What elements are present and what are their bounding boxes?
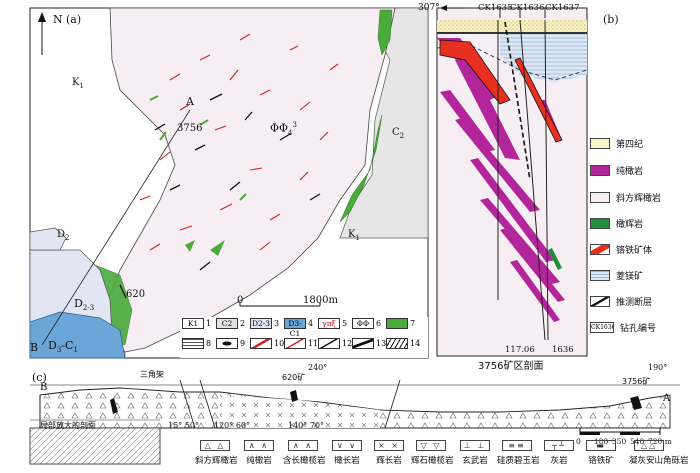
- legend-c-limestone: ┬┴ 灰岩: [539, 440, 579, 466]
- legend-c-gabbro: × × 辉长岩: [369, 440, 409, 466]
- panel-b-tag: (b): [603, 13, 619, 26]
- legend-c-tuff-breccia: △△ 凝灰安山角砾岩: [629, 440, 689, 466]
- legend-a-4: D3-C1 4: [284, 318, 313, 338]
- legend-a-8: 8: [182, 338, 211, 349]
- d3c1-label: D3-C1: [48, 339, 78, 355]
- dip-3: 140° 70°: [288, 421, 324, 430]
- scale-zero: 0: [237, 295, 244, 306]
- scale-c-350: 350: [612, 437, 627, 446]
- panel-c-point-a: A: [663, 393, 671, 404]
- ck1635-label: CK1635: [478, 3, 513, 13]
- legend-b-chromite: 铬铁矿体: [590, 241, 652, 257]
- legend-b-harzburgite: 斜方辉橄岩: [590, 189, 661, 205]
- panel-b-title: 3756矿区剖面: [478, 361, 544, 372]
- depth-11706: 117.06: [505, 345, 535, 355]
- d23-label: D2-3: [74, 297, 95, 313]
- legend-a-5: γπξ 5: [318, 318, 347, 329]
- legend-b-magnesite: 菱镁矿: [590, 267, 643, 283]
- bearing-label: 307°: [418, 3, 440, 13]
- legend-c-troctolite: ∨ ∨ 橄长岩: [327, 440, 367, 466]
- legend-c-jasper: ≡≡ 硅质碧玉岩: [497, 440, 540, 466]
- k1-top-label: K1: [72, 77, 84, 90]
- legend-a-3: D2-3 3: [250, 318, 280, 329]
- legend-c-plag-peridotite: ∧ ∧ 含长橄榄岩: [283, 440, 326, 466]
- scale-c-720: 720 m: [648, 437, 672, 446]
- legend-a-2: C2 2: [216, 318, 245, 329]
- unit-phi-label: ΦΦ43: [270, 121, 297, 137]
- panel-c-point-b: B: [40, 382, 48, 393]
- legend-c-pyroxene-peridotite: ▽ ▽ 辉石橄榄岩: [411, 440, 454, 466]
- legend-a-9: 9: [216, 338, 245, 349]
- legend-a-6: ΦΦ 6: [352, 318, 381, 329]
- legend-a-14: 14: [386, 338, 420, 349]
- mine-3756-label: 3756: [177, 123, 203, 134]
- scale-c-0: 0: [576, 437, 581, 446]
- trig-station-label: 三角架: [140, 370, 164, 379]
- bearing-190: 190°: [648, 363, 668, 372]
- point-a-label: A: [186, 95, 194, 108]
- ck1637-label: CK1637: [545, 3, 580, 13]
- ck1636-label: CK1636: [510, 3, 545, 13]
- legend-c-chromite: ▬ 铬铁矿: [581, 440, 621, 466]
- legend-b-drill: CK1636 钻孔编号: [590, 321, 657, 334]
- point-b-label: B: [30, 341, 39, 354]
- scale-1800: 1800m: [303, 295, 338, 306]
- legend-a-1: K1 1: [182, 318, 211, 329]
- legend-c-dunite: ∧ ∧ 纯橄岩: [239, 440, 279, 466]
- panel-c-legend: △ △ 斜方辉橄岩 ∧ ∧ 纯橄岩 ∧ ∧ 含长橄榄岩 ∨ ∨ 橄长岩 × × 辉长岩 ▽…: [195, 440, 695, 470]
- legend-a-12: 12: [318, 338, 352, 349]
- legend-a-10: 10: [250, 338, 284, 349]
- mine-3756-c: 3756矿: [622, 377, 651, 386]
- panel-a-tag: (a): [66, 13, 82, 26]
- panel-a-map: [29, 7, 429, 359]
- legend-c-harzburgite: △ △ 斜方辉橄岩: [195, 440, 238, 466]
- legend-b-fault: 推测断层: [590, 293, 652, 309]
- depth-1636: 1636: [552, 345, 574, 355]
- legend-c-basalt: ⊥ ⊥ 玄武岩: [455, 440, 495, 466]
- north-label: N: [53, 13, 63, 26]
- scale-c-180: 180: [594, 437, 609, 446]
- legend-a-11: 11: [284, 338, 318, 349]
- c2-label: C2: [392, 127, 405, 140]
- legend-a-13: 13: [352, 338, 386, 349]
- legend-b-olivine-pyroxenite: 橄辉岩: [590, 215, 643, 231]
- mine-620-label: 620: [126, 289, 146, 300]
- legend-b-dunite: 纯橄岩: [590, 162, 643, 178]
- mine-620-c: 620矿: [282, 373, 306, 382]
- legend-a-7: 7: [386, 318, 415, 329]
- k1-mid-label: K1: [348, 229, 360, 242]
- panel-c-profile: [29, 379, 680, 465]
- dip-2: 120° 60°: [214, 421, 250, 430]
- d2-label: D2: [57, 229, 70, 242]
- bearing-240: 240°: [308, 363, 328, 372]
- panel-b-section: [436, 5, 588, 357]
- dip-1: 15° 50°: [168, 421, 199, 430]
- inset-label: 局部放大的剖面: [40, 421, 96, 430]
- scale-c-540: 540: [630, 437, 645, 446]
- legend-b-quaternary: 第四纪: [590, 135, 643, 151]
- panel-c-tag: (c): [32, 371, 47, 384]
- panel-a-legend: K1 1 C2 2 D2-3 3 D3-C1 4 γπξ 5 ΦΦ 6 7 8 9 10 1…: [182, 318, 428, 358]
